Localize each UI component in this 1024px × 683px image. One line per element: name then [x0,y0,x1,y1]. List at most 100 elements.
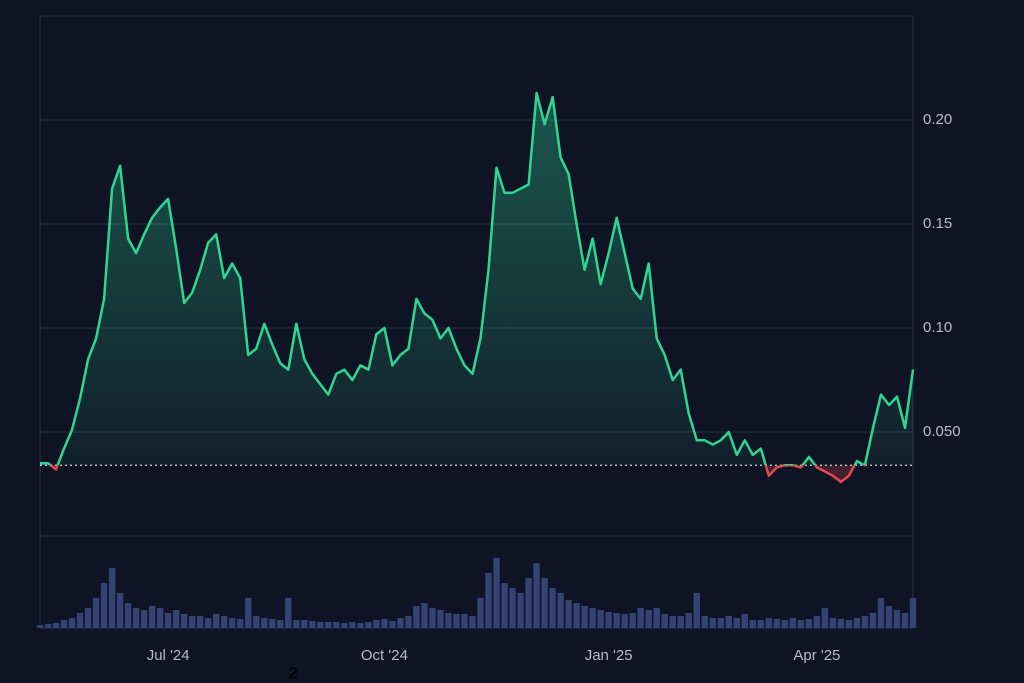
volume-bar [237,619,244,628]
volume-bar [653,608,660,628]
volume-bar [469,616,476,628]
volume-bar [164,613,172,628]
volume-bar [68,618,76,628]
volume-bar [293,620,300,628]
volume-bar [389,621,396,628]
volume-bar [581,606,588,628]
volume-bar [373,620,380,628]
volume-bar [773,619,781,628]
volume-bar [413,606,420,628]
price-line [40,91,915,466]
volume-bar [901,613,909,628]
volume-bar [188,616,196,628]
volume-bar [677,616,684,628]
volume-bar [725,616,732,628]
volume-bar [221,616,228,628]
volume-bar [172,610,180,628]
volume-bar [765,618,773,628]
volume-bar [485,573,492,628]
x-tick-label: Jul '24 [147,647,190,664]
volume-bar [92,598,100,628]
volume-bar [60,620,68,628]
volume-bar [341,623,348,628]
volume-bar [701,616,708,628]
volume-bar [461,614,468,628]
volume-bar [533,563,540,628]
x-tick-label: Oct '24 [361,647,408,664]
volume-bar [741,614,749,628]
volume-bar [749,620,757,628]
volume-bar [325,622,332,628]
volume-bar [509,588,516,628]
volume-bar [204,618,212,628]
volume-bar [645,610,652,628]
volume-bar [100,583,108,628]
volume-bar [589,608,596,628]
area [40,465,913,482]
volume-bar [156,608,164,628]
volume-bar [261,618,268,628]
volume-bar [180,614,188,628]
volume-bar [525,578,532,628]
volume-bar [669,616,676,628]
volume-bar [333,622,340,628]
y-tick-label: 0.10 [923,319,952,336]
volume-bar [269,619,276,628]
volume-bar [549,588,556,628]
volume-bar [108,568,116,628]
y-tick-label: 0.050 [923,423,961,440]
volume-bar [285,598,292,628]
volume-bar [44,624,52,628]
volume-bar [309,621,316,628]
volume-bar [709,618,716,628]
y-tick-label: 0.15 [923,215,952,232]
volume-bar [909,598,917,628]
volume-bar [565,600,572,628]
volume-bar [124,603,132,628]
x-tick-label: Apr '25 [793,647,840,664]
area [40,93,913,466]
volume-bar [349,622,356,628]
volume-bar [757,620,765,628]
volume-bar [629,613,636,628]
volume-bar [453,614,460,628]
volume-bar [212,614,220,628]
volume-bar [116,593,124,628]
volume-bar [733,618,741,628]
volume-bar [661,614,668,628]
volume-bar [693,593,700,628]
volume-bar [437,610,444,628]
volume-bar [781,620,789,628]
price-line [48,465,867,484]
volume-bar [621,614,628,628]
volume-bar [805,619,813,628]
volume-bar [493,558,500,628]
volume-bar [36,625,44,628]
volume-bar [301,620,308,628]
volume-bar [813,616,821,628]
x-tick-label: Jan '25 [585,647,633,664]
volume-bar [357,623,364,628]
volume-bar [381,619,388,628]
volume-bar [277,620,284,628]
annotation: 2 [288,663,297,682]
volume-bar [685,613,692,628]
volume-bar [605,612,612,628]
volume-bar [877,598,885,628]
volume-bar [245,598,252,628]
volume-bar [573,603,580,628]
volume-bar [76,613,84,628]
volume-bar [196,616,204,628]
volume-bar [501,583,508,628]
volume-bar [597,610,604,628]
volume-bar [148,606,156,628]
volume-bar [253,616,260,628]
volume-bar [613,613,620,628]
volume-bar [789,618,797,628]
volume-bar [845,620,853,628]
volume-bar [717,618,724,628]
volume-bar [52,623,60,628]
volume-bar [541,578,548,628]
volume-bar [861,616,869,628]
volume-bar [365,622,372,628]
